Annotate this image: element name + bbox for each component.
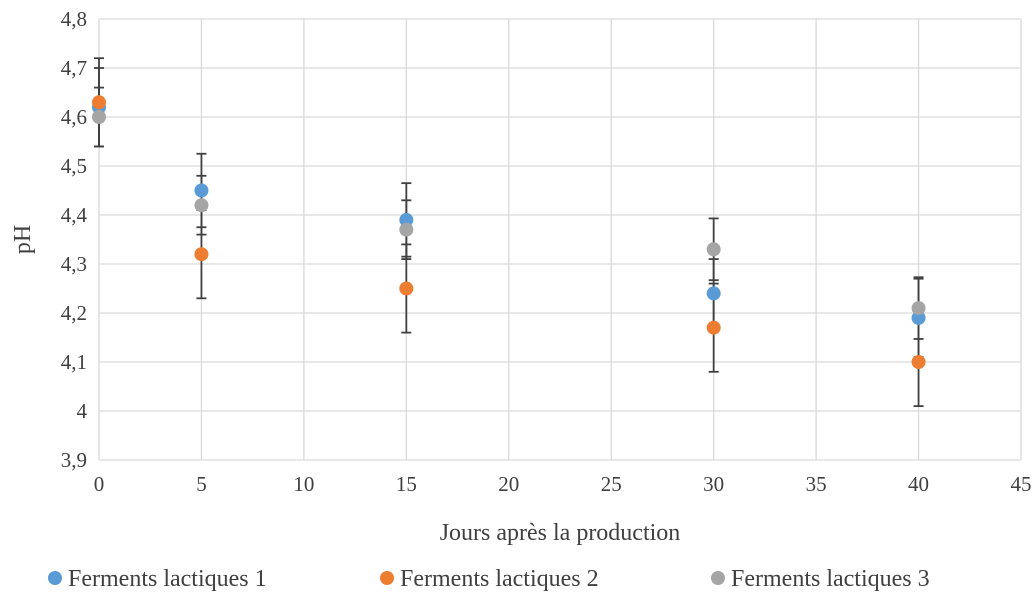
y-tick-label: 4,6: [61, 105, 87, 129]
data-point-series-1: [194, 183, 209, 198]
legend-item: Ferments lactiques 2: [380, 566, 599, 592]
legend-item: Ferments lactiques 1: [48, 566, 267, 592]
legend-label: Ferments lactiques 3: [731, 566, 930, 592]
data-point-series-2: [911, 355, 926, 369]
y-tick-label: 4,8: [61, 7, 87, 31]
data-point-series-2: [399, 281, 414, 296]
x-tick-label: 30: [703, 472, 724, 496]
x-tick-label: 5: [196, 472, 207, 496]
data-point-series-2: [706, 320, 721, 335]
y-tick-label: 4,2: [61, 301, 87, 325]
data-points: [92, 95, 926, 369]
legend-item: Ferments lactiques 3: [711, 566, 930, 592]
legend-label: Ferments lactiques 1: [68, 566, 267, 592]
x-tick-label: 35: [806, 472, 827, 496]
data-point-series-3: [399, 222, 414, 237]
data-point-series-2: [194, 247, 209, 262]
x-tick-label: 40: [908, 472, 929, 496]
x-tick-label: 10: [293, 472, 314, 496]
data-point-series-2: [92, 95, 106, 110]
y-tick-label: 3,9: [61, 448, 87, 472]
y-tick-label: 4: [77, 399, 88, 423]
x-tick-label: 45: [1011, 472, 1032, 496]
y-axis-title: pH: [10, 225, 36, 254]
y-tick-label: 4,7: [61, 56, 87, 80]
y-tick-label: 4,3: [61, 252, 87, 276]
legend-marker: [48, 571, 62, 585]
y-tick-label: 4,5: [61, 154, 87, 178]
grid: [98, 18, 1022, 461]
legend-label: Ferments lactiques 2: [400, 566, 599, 592]
legend-marker: [711, 571, 725, 585]
y-tick-label: 4,1: [61, 350, 87, 374]
x-tick-label: 0: [94, 472, 105, 496]
x-tick-label: 15: [396, 472, 417, 496]
x-tick-label: 20: [498, 472, 519, 496]
data-point-series-3: [194, 198, 209, 213]
x-axis-title: Jours après la production: [440, 520, 681, 546]
legend: Ferments lactiques 1 Ferments lactiques 2…: [48, 566, 930, 592]
y-tick-label: 4,4: [61, 203, 88, 227]
data-point-series-3: [706, 242, 721, 257]
data-point-series-1: [706, 286, 721, 301]
data-point-series-1: [399, 212, 414, 227]
x-tick-label: 25: [601, 472, 622, 496]
legend-marker: [380, 571, 394, 585]
data-point-series-3: [92, 110, 106, 124]
tick-labels: 3,9 4 4,1 4,2 4,3 4,4 4,5 4,6 4,7 4,8 0 5 10 15 20 25 30…: [61, 7, 1032, 496]
data-point-series-3: [911, 301, 926, 316]
data-point-series-1: [911, 310, 926, 325]
